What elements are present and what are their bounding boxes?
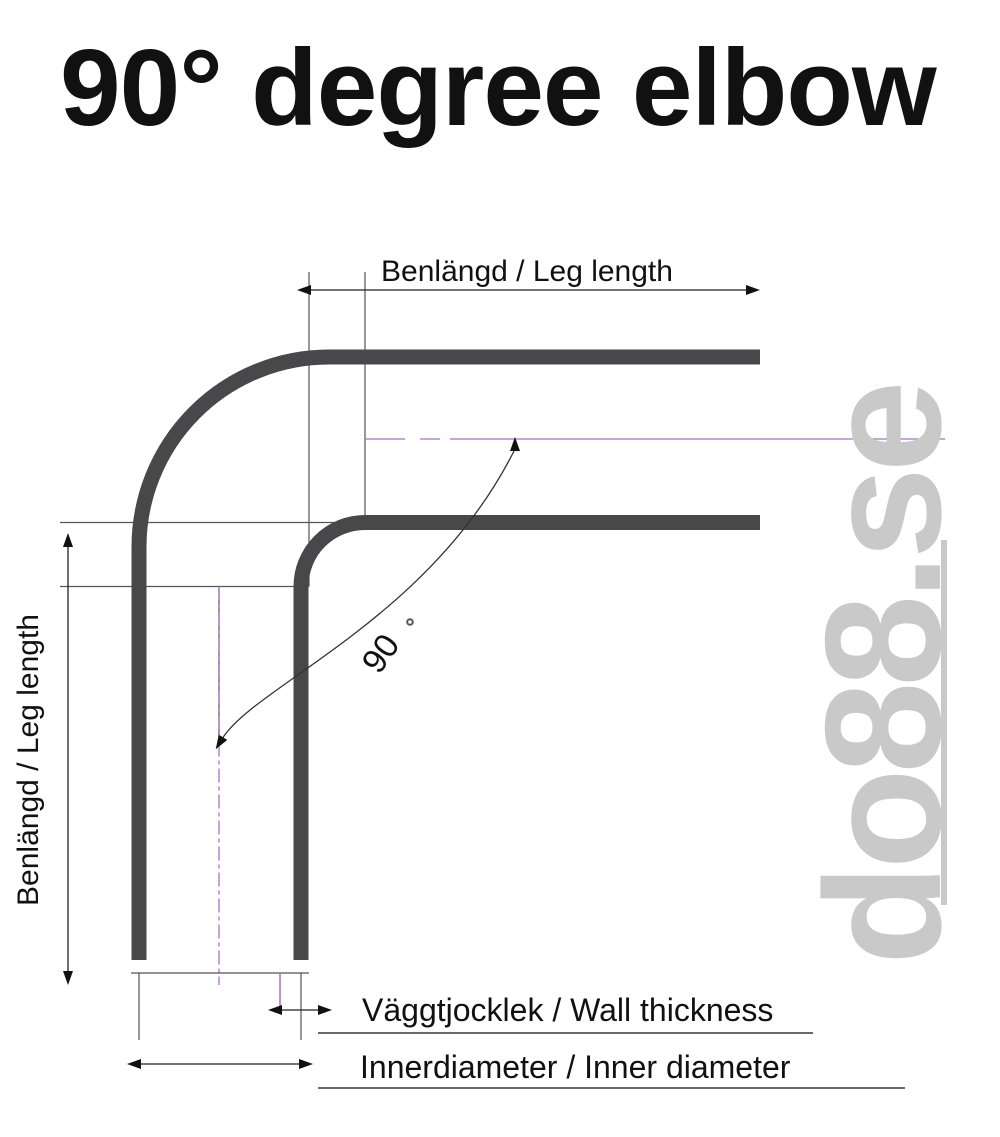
- svg-text:do88.se: do88.se: [791, 385, 975, 965]
- svg-text:Benlängd / Leg length: Benlängd / Leg length: [381, 255, 673, 288]
- svg-text:Väggtjocklek / Wall thickness: Väggtjocklek / Wall thickness: [362, 992, 773, 1028]
- svg-text:90: 90: [355, 627, 408, 680]
- svg-text:Innerdiameter / Inner diameter: Innerdiameter / Inner diameter: [360, 1049, 791, 1085]
- svg-text:Benlängd / Leg length: Benlängd / Leg length: [12, 614, 45, 906]
